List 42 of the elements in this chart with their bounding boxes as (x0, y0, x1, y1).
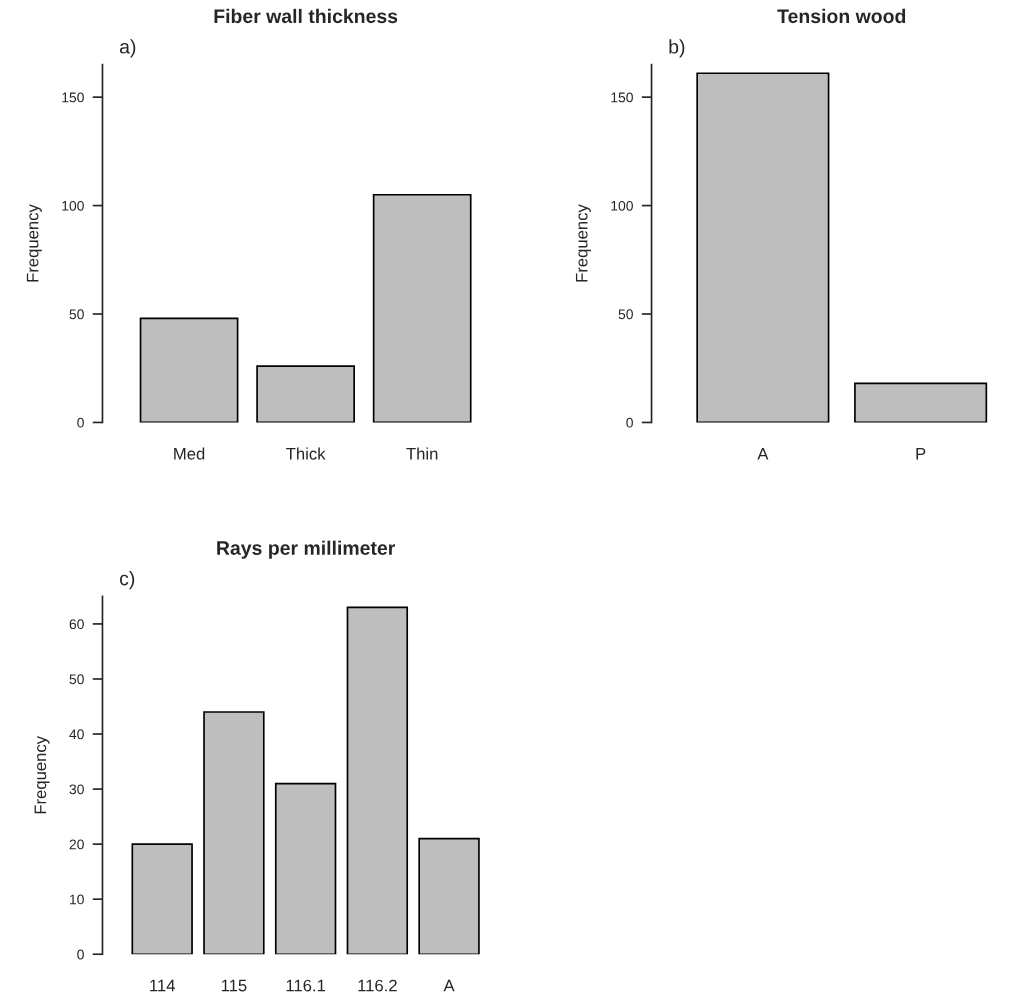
chart-title: Rays per millimeter (217, 540, 396, 559)
y-tick-label: 100 (62, 200, 84, 211)
y-axis-title: Frequency (26, 204, 42, 282)
y-axis-title: Frequency (575, 204, 591, 282)
bar (418, 837, 480, 955)
bar (346, 606, 409, 955)
x-tick-label: P (916, 448, 926, 460)
bar (139, 317, 239, 423)
y-tick-label: 20 (69, 839, 84, 850)
y-tick-label: 100 (611, 200, 633, 211)
y-tick-label: 50 (69, 309, 84, 320)
y-tick-label: 50 (69, 674, 84, 685)
y-tick-label: 0 (77, 949, 84, 960)
x-tick-label: A (757, 448, 769, 460)
x-tick-label: 115 (221, 979, 247, 992)
x-tick-label: 116.2 (358, 979, 397, 992)
x-tick-label: Thick (286, 447, 326, 460)
y-tick-label: 40 (69, 729, 84, 740)
y-tick-label: 0 (626, 417, 633, 428)
y-tick-label: 0 (77, 417, 84, 428)
y-tick-label: 150 (611, 92, 633, 103)
y-tick-label: 60 (69, 619, 84, 630)
chart-title: Fiber wall thickness (214, 8, 398, 24)
chart-title: Tension wood (777, 8, 906, 24)
bar (274, 782, 337, 955)
y-tick-label: 30 (69, 784, 84, 795)
text: b) (669, 39, 685, 58)
x-tick-label: Med (174, 447, 205, 460)
text: a) (119, 39, 136, 58)
bar (256, 365, 355, 423)
x-tick-label: A (443, 979, 455, 992)
bar (203, 711, 265, 955)
y-tick-label: 10 (70, 894, 84, 905)
y-tick-label: 50 (618, 309, 633, 320)
x-tick-label: 114 (150, 979, 175, 992)
x-tick-label: Thin (406, 447, 438, 460)
y-tick-label: 150 (62, 92, 84, 103)
x-tick-label: 116.1 (286, 979, 326, 992)
bar (131, 843, 193, 955)
bar (372, 193, 472, 423)
text: c) (119, 571, 135, 590)
y-axis-title: Frequency (34, 735, 50, 814)
